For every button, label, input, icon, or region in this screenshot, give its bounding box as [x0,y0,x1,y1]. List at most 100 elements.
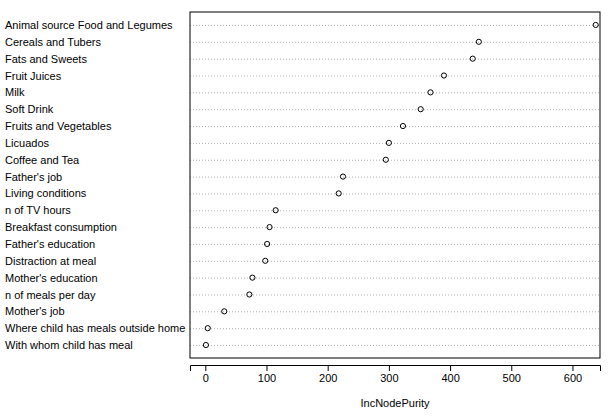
x-tick-label: 600 [564,372,582,384]
grid-line [190,193,600,194]
point [428,90,433,95]
points [203,22,598,347]
point [247,292,252,297]
y-tick-label: With whom child has meal [5,339,133,351]
y-tick: Fats and Sweets [5,53,600,65]
y-tick-label: Living conditions [5,187,87,199]
point [470,56,475,61]
y-tick: Licuados [5,137,600,149]
y-tick: Coffee and Tea [5,154,600,166]
grid-line [190,311,600,312]
x-tick-mark [572,365,573,371]
point [250,275,255,280]
y-tick: Milk [5,86,600,98]
point [222,309,227,314]
grid-line [190,210,600,211]
grid-line [190,278,600,279]
y-tick: Distraction at meal [5,255,600,267]
grid-line [190,143,600,144]
grid-line [190,227,600,228]
y-tick: n of meals per day [5,289,600,301]
y-tick-label: Milk [5,86,25,98]
grid-line [190,42,600,43]
point [441,73,446,78]
grid-line [190,345,600,346]
y-tick-label: Fruit Juices [5,70,62,82]
y-tick: Mother's job [5,305,600,317]
x-tick-label: 500 [503,372,521,384]
y-tick-label: n of TV hours [5,204,71,216]
point [340,174,345,179]
y-tick-label: Where child has meals outside home [5,322,185,334]
y-tick-label: Mother's job [5,305,65,317]
y-tick-label: Animal source Food and Legumes [5,19,173,31]
grid-line [190,25,600,26]
plot: Animal source Food and Legumes Cereals an… [5,12,601,384]
y-tick: Breakfast consumption [5,221,600,233]
y-tick: Mother's education [5,272,600,284]
x-tick-mark [450,365,451,371]
y-tick: Father's education [5,238,600,250]
y-tick-label: Distraction at meal [5,255,96,267]
x-tick: 300 [380,365,398,384]
point [265,241,270,246]
y-tick: Soft Drink [5,103,600,115]
x-tick-mark [266,365,267,371]
point [336,191,341,196]
y-tick-label: Father's job [5,171,62,183]
point [383,157,388,162]
x-tick-label: 200 [319,372,337,384]
y-tick: Cereals and Tubers [5,36,600,48]
x-axis: 0 100 200 300 400 500 600 [191,365,601,384]
x-tick-label: 300 [380,372,398,384]
point [267,225,272,230]
grid-line [190,109,600,110]
grid-line [190,177,600,178]
x-tick-label: 100 [258,372,276,384]
y-tick-label: Licuados [5,137,50,149]
y-tick-label: Coffee and Tea [5,154,80,166]
x-tick: 200 [319,365,337,384]
y-tick: Living conditions [5,187,600,199]
point [205,326,210,331]
point [263,258,268,263]
x-tick: 600 [564,365,582,384]
x-tick: 0 [203,365,209,384]
x-tick-label: 400 [441,372,459,384]
y-tick: Fruits and Vegetables [5,120,600,132]
y-tick: Where child has meals outside home [5,322,600,334]
plot-frame [190,12,600,358]
grid-line [190,160,600,161]
y-tick: Fruit Juices [5,70,600,82]
y-tick: Animal source Food and Legumes [5,19,600,31]
grid-line [190,59,600,60]
grid-line [190,92,600,93]
point [476,39,481,44]
x-tick-mark [389,365,390,371]
x-tick-label: 0 [203,372,209,384]
y-tick: With whom child has meal [5,339,600,351]
x-tick: 500 [503,365,521,384]
y-axis: Animal source Food and Legumes Cereals an… [5,19,600,351]
point [203,342,208,347]
grid-line [190,126,600,127]
y-tick-label: n of meals per day [5,289,96,301]
y-tick-label: Soft Drink [5,103,54,115]
grid-line [190,76,600,77]
point [593,22,598,27]
y-tick-label: Mother's education [5,272,98,284]
grid-line [190,244,600,245]
grid-line [190,261,600,262]
point [273,208,278,213]
point [400,123,405,128]
y-tick: n of TV hours [5,204,600,216]
y-tick-label: Fruits and Vegetables [5,120,112,132]
x-tick-mark [328,365,329,371]
x-tick: 400 [441,365,459,384]
grid-line [190,328,600,329]
y-tick: Father's job [5,171,600,183]
y-tick-label: Father's education [5,238,95,250]
y-tick-label: Breakfast consumption [5,221,117,233]
point [418,107,423,112]
x-tick: 100 [258,365,276,384]
